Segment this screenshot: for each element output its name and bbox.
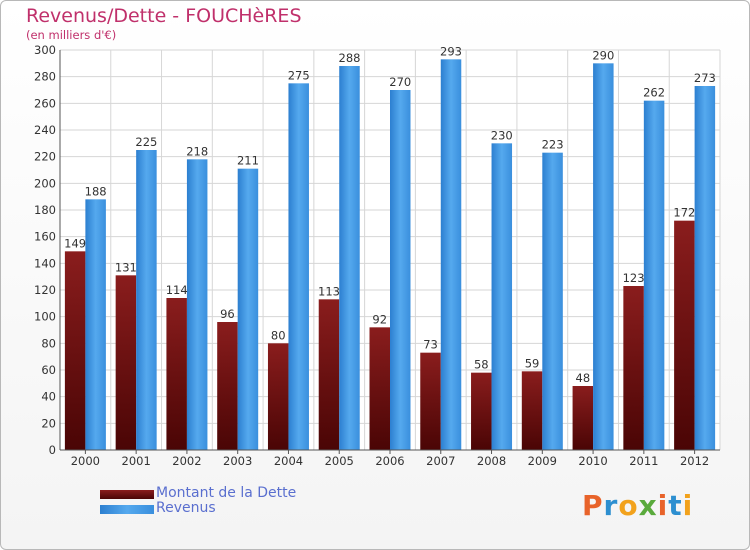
bar-revenus [237,168,259,450]
legend-label-dette: Montant de la Dette [156,485,297,501]
x-tick-label: 2004 [274,454,303,468]
y-tick-label: 140 [34,256,56,270]
bar-revenus [643,100,665,451]
bar-dette [623,286,644,450]
y-tick-label: 80 [41,336,56,350]
data-label-dette: 59 [525,356,540,370]
legend-swatch-revenus [100,505,154,514]
x-tick-label: 2009 [528,454,557,468]
y-tick-label: 40 [41,390,56,404]
data-label-dette: 80 [271,328,286,342]
data-label-revenus: 270 [389,75,411,89]
bar-revenus [85,199,106,450]
data-label-revenus: 230 [491,128,513,142]
data-label-dette: 48 [576,371,591,385]
bar-dette [115,275,137,450]
logo-letter: i [682,489,694,522]
data-label-dette: 131 [115,260,137,274]
x-tick-label: 2011 [629,454,658,468]
y-tick-label: 260 [34,96,56,110]
bar-dette [674,220,695,450]
data-label-revenus: 290 [592,48,614,62]
bar-dette [521,371,543,450]
data-label-revenus: 188 [85,184,107,198]
logo-letter: P [582,489,604,522]
bar-revenus [491,143,513,451]
bar-revenus [186,159,208,451]
y-tick-label: 300 [34,43,56,57]
bar-dette [217,322,238,450]
y-tick-label: 160 [34,230,56,244]
data-label-revenus: 225 [135,135,157,149]
x-tick-label: 2012 [680,454,709,468]
data-label-dette: 123 [623,271,645,285]
bars [64,59,716,451]
y-tick-label: 120 [34,283,56,297]
logo-letter: r [603,489,619,522]
legend-swatch-dette [100,490,154,499]
data-label-revenus: 218 [186,144,208,158]
y-tick-label: 220 [34,150,56,164]
x-tick-label: 2007 [426,454,455,468]
bar-dette [318,299,340,450]
data-label-dette: 92 [372,312,387,326]
bar-revenus [390,90,411,450]
bar-dette [471,372,492,450]
bar-dette [572,386,594,450]
x-tick-label: 2001 [122,454,151,468]
data-label-revenus: 273 [694,71,716,85]
data-label-revenus: 223 [542,138,564,152]
y-tick-label: 280 [34,70,56,84]
chart-subtitle: (en milliers d'€) [26,28,117,42]
y-tick-label: 240 [34,123,56,137]
proxiti-logo: Proxiti [582,489,693,522]
logo-letter: x [638,489,658,522]
data-labels: 149 188 131 225 114 218 96 211 80 275 113 288 92 270 7… [64,44,716,385]
data-label-dette: 58 [474,358,489,372]
data-label-dette: 149 [64,236,86,250]
bar-dette [64,251,86,450]
bar-revenus [440,59,462,450]
y-tick-label: 0 [49,443,56,457]
bar-revenus [593,63,614,450]
bar-dette [369,327,390,450]
y-tick-label: 20 [41,416,56,430]
data-label-revenus: 211 [237,154,259,168]
x-tick-label: 2006 [375,454,404,468]
data-label-dette: 73 [423,338,438,352]
data-label-revenus: 262 [643,86,665,100]
logo-letter: t [668,489,683,522]
data-label-dette: 172 [673,206,695,220]
bar-dette [166,298,187,450]
x-tick-label: 2008 [477,454,506,468]
y-tick-label: 100 [34,310,56,324]
bar-revenus [542,152,563,450]
chart-title: Revenus/Dette - FOUCHèRES [26,5,302,27]
logo-letter: i [657,489,669,522]
data-label-dette: 96 [220,307,235,321]
data-label-revenus: 288 [339,51,361,65]
data-label-dette: 113 [318,284,340,298]
data-label-revenus: 275 [288,68,310,82]
data-label-dette: 114 [166,283,188,297]
bar-dette [420,352,441,450]
legend-label-revenus: Revenus [156,500,216,516]
bar-revenus [694,86,716,450]
y-tick-label: 200 [34,176,56,190]
y-tick-label: 60 [41,363,56,377]
logo-letter: o [618,489,639,522]
axes: 0 20 40 60 80 100 120 140 160 180 200 220 240 260 280 3… [34,43,720,468]
bar-dette [267,343,289,450]
y-tick-label: 180 [34,203,56,217]
bar-revenus [339,66,360,450]
bar-revenus [136,150,157,450]
x-tick-label: 2010 [578,454,607,468]
x-tick-label: 2003 [223,454,252,468]
x-tick-label: 2002 [172,454,201,468]
data-label-revenus: 293 [440,44,462,58]
x-tick-label: 2000 [71,454,100,468]
bar-revenus [288,83,309,450]
x-tick-label: 2005 [325,454,354,468]
